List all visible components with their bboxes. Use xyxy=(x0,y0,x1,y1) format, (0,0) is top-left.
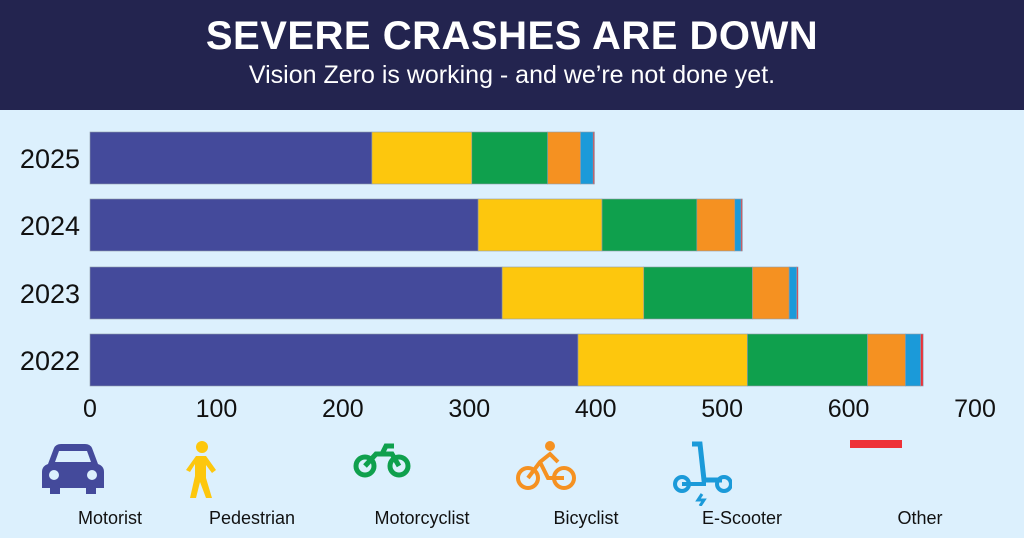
x-tick-label: 100 xyxy=(196,395,238,423)
legend-label: Other xyxy=(897,508,943,528)
bar-2025-other xyxy=(592,131,595,185)
motorist-icon xyxy=(40,440,180,500)
header: SEVERE CRASHES ARE DOWN Vision Zero is w… xyxy=(0,0,1024,110)
bar-2023-e-scooter xyxy=(788,266,798,320)
bar-2023-pedestrian xyxy=(501,266,645,320)
bar-2022-other xyxy=(920,333,924,387)
chart-title: SEVERE CRASHES ARE DOWN xyxy=(205,14,819,58)
bar-2023-motorcyclist xyxy=(643,266,753,320)
x-tick-label: 300 xyxy=(448,395,490,423)
bar-2023-other xyxy=(796,266,799,320)
bar-2024-other xyxy=(740,198,743,252)
bar-2022-e-scooter xyxy=(905,333,921,387)
y-tick-label: 2025 xyxy=(20,144,80,174)
legend-label: E-Scooter xyxy=(701,508,783,528)
legend-label: Pedestrian xyxy=(208,508,296,528)
bar-2023-motorist xyxy=(89,266,503,320)
legend-item-bicyclist: Bicyclist xyxy=(516,440,656,529)
legend-item-e-scooter: E-Scooter xyxy=(672,440,812,529)
bar-2024-motorcyclist xyxy=(601,198,698,252)
bar-2024-e-scooter xyxy=(734,198,742,252)
bar-2024-motorist xyxy=(89,198,479,252)
x-tick-label: 400 xyxy=(575,395,617,423)
bar-2024-bicyclist xyxy=(696,198,736,252)
legend-item-pedestrian: Pedestrian xyxy=(182,440,322,529)
bar-2023-bicyclist xyxy=(752,266,790,320)
bar-2022-bicyclist xyxy=(867,333,906,387)
bar-2024-pedestrian xyxy=(477,198,603,252)
y-tick-label: 2023 xyxy=(20,279,80,309)
y-tick-label: 2024 xyxy=(20,211,80,241)
x-tick-label: 700 xyxy=(954,395,996,423)
legend-label: Motorcyclist xyxy=(374,508,470,528)
other-icon xyxy=(850,440,990,500)
e-scooter-icon xyxy=(672,440,812,506)
legend-label: Motorist xyxy=(77,508,142,528)
y-tick-label: 2022 xyxy=(20,346,80,376)
bicyclist-icon xyxy=(516,440,656,500)
bar-2022-pedestrian xyxy=(577,333,748,387)
legend-label: Bicyclist xyxy=(553,508,619,528)
legend-item-motorcyclist: Motorcyclist xyxy=(352,440,492,529)
motorcyclist-icon xyxy=(352,440,492,500)
bar-2022-motorcyclist xyxy=(747,333,868,387)
x-tick-label: 600 xyxy=(828,395,870,423)
legend-item-motorist: Motorist xyxy=(40,440,180,529)
pedestrian-icon xyxy=(182,440,322,500)
bar-2025-pedestrian xyxy=(371,131,473,185)
bar-2022-motorist xyxy=(89,333,579,387)
x-tick-label: 500 xyxy=(701,395,743,423)
legend-item-other: Other xyxy=(850,440,990,529)
chart-subtitle: Vision Zero is working - and we’re not d… xyxy=(248,61,776,89)
bar-2025-motorist xyxy=(89,131,373,185)
x-tick-label: 0 xyxy=(83,395,97,423)
bar-2025-motorcyclist xyxy=(471,131,548,185)
x-tick-label: 200 xyxy=(322,395,364,423)
bar-2025-bicyclist xyxy=(547,131,581,185)
bar-2025-e-scooter xyxy=(580,131,594,185)
